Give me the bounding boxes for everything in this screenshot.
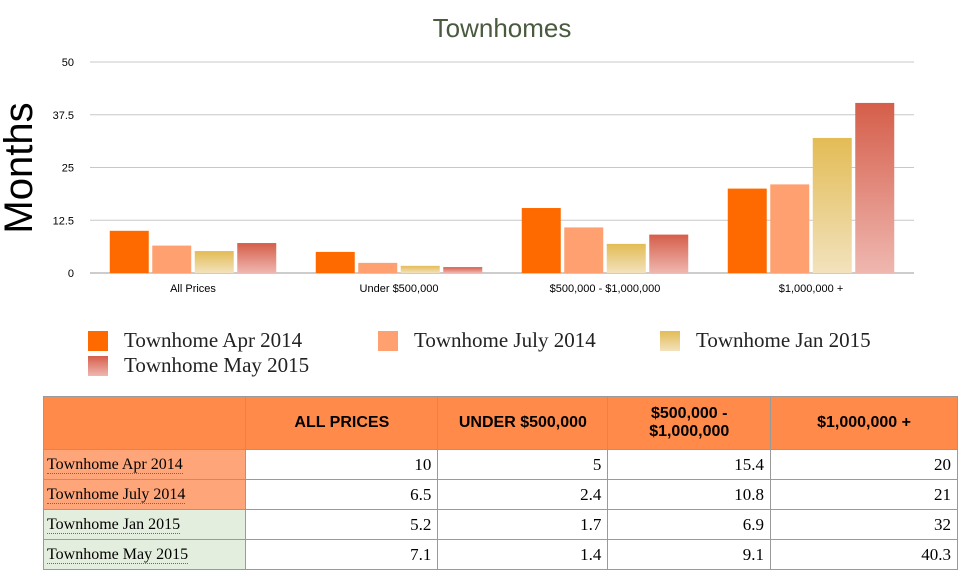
data-table: ALL PRICES UNDER $500,000 $500,000 - $1,000… [42, 396, 958, 570]
bar [770, 184, 810, 273]
table-cell: 6.5 [245, 479, 439, 510]
table-cell: 6.9 [607, 509, 772, 540]
table-header-cell: ALL PRICES [245, 396, 439, 450]
legend-label: Townhome Jan 2015 [696, 328, 871, 352]
legend-swatch [660, 330, 680, 351]
legend-item: Townhome May 2015 [88, 353, 309, 378]
row-label: Townhome July 2014 [42, 479, 247, 510]
legend-item: Townhome Apr 2014 [88, 328, 302, 353]
table-header-row: ALL PRICES UNDER $500,000 $500,000 - $1,000… [42, 396, 958, 450]
chart-area: Townhomes Months 0 12.5 25 37.5 50 All Price… [0, 13, 914, 295]
category-labels: All Prices Under $500,000 $500,000 - $1,00… [170, 283, 843, 295]
table-cell: 40.3 [770, 539, 958, 570]
legend-label: Townhome Apr 2014 [124, 328, 303, 352]
bar [109, 230, 149, 273]
table-header-cell: $500,000 - $1,000,000 [607, 396, 772, 450]
table-cell: 21 [770, 479, 958, 510]
table-cell: 1.4 [437, 539, 609, 570]
table-row: Townhome Jan 2015 5.2 1.7 6.9 32 [42, 509, 958, 540]
x-tick-label: Under $500,000 [360, 283, 439, 295]
bar [194, 251, 234, 273]
y-tick-label: 25 [62, 163, 74, 175]
bar [812, 137, 852, 273]
x-tick-label: $500,000 - $1,000,000 [550, 283, 661, 295]
table-cell: 7.1 [245, 539, 439, 570]
legend-swatch [88, 355, 108, 376]
legend-label: Townhome July 2014 [414, 328, 596, 352]
legend-swatch [88, 330, 108, 351]
bar [237, 243, 277, 273]
table-cell: 5 [437, 449, 609, 480]
table-row: Townhome Apr 2014 10 5 15.4 20 [42, 449, 958, 480]
table-cell: 20 [770, 449, 958, 480]
table-body: Townhome Apr 2014 10 5 15.4 20 Townhome July … [42, 449, 958, 570]
row-label: Townhome Apr 2014 [42, 449, 247, 480]
legend-item: Townhome July 2014 [378, 328, 596, 353]
y-tick-label: 50 [62, 57, 74, 69]
chart-title: Townhomes [433, 13, 572, 43]
bar [727, 188, 767, 273]
bar [358, 262, 398, 273]
table-cell: 10 [245, 449, 439, 480]
table-cell: 10.8 [607, 479, 772, 510]
row-label: Townhome Jan 2015 [42, 509, 247, 540]
bar [521, 208, 561, 273]
legend-swatch [378, 330, 398, 351]
legend-label: Townhome May 2015 [124, 353, 310, 377]
bar [606, 243, 646, 273]
table-cell: 2.4 [437, 479, 609, 510]
table-header-cell: UNDER $500,000 [437, 396, 609, 450]
table-cell: 5.2 [245, 509, 439, 540]
table-cell: 32 [770, 509, 958, 540]
bar [443, 267, 483, 273]
y-tick-label: 37.5 [53, 110, 74, 122]
bar [855, 102, 895, 274]
table-row: Townhome May 2015 7.1 1.4 9.1 40.3 [42, 539, 958, 570]
bar [152, 245, 192, 273]
x-tick-label: $1,000,000 + [779, 283, 844, 295]
bar [649, 234, 689, 273]
y-tick-label: 12.5 [53, 215, 74, 227]
legend-item: Townhome Jan 2015 [660, 328, 871, 353]
table-cell: 9.1 [607, 539, 772, 570]
y-tick-label: 0 [68, 268, 74, 280]
bar [564, 227, 604, 273]
row-label: Townhome May 2015 [42, 539, 247, 570]
x-tick-label: All Prices [170, 283, 216, 295]
bars [109, 102, 895, 274]
table-cell: 1.7 [437, 509, 609, 540]
bar [315, 251, 355, 273]
y-axis-label: Months [0, 102, 41, 233]
table-header-cell: $1,000,000 + [770, 396, 958, 450]
table-cell: 15.4 [607, 449, 772, 480]
table-row: Townhome July 2014 6.5 2.4 10.8 21 [42, 479, 958, 510]
table-header-cell [42, 396, 247, 450]
bar [400, 265, 440, 273]
